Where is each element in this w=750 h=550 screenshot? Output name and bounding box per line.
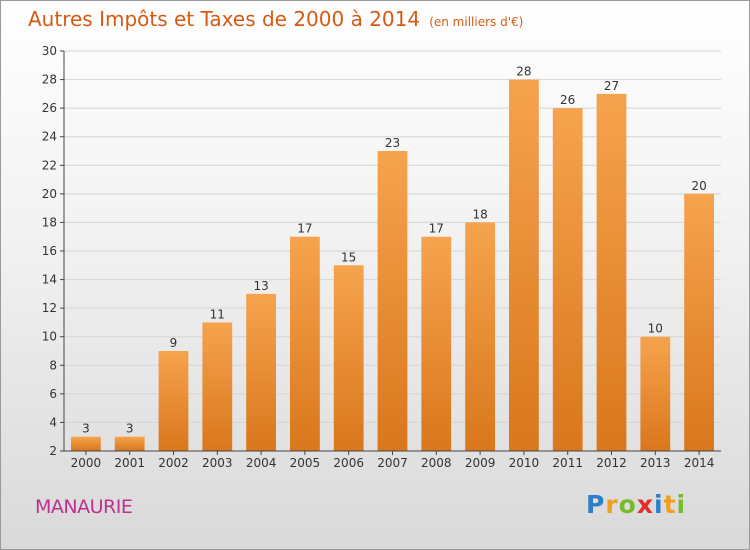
bar bbox=[114, 436, 145, 451]
data-label: 9 bbox=[170, 336, 178, 350]
x-tick-label: 2011 bbox=[552, 456, 583, 470]
bar bbox=[640, 336, 671, 451]
bar bbox=[465, 222, 495, 451]
data-label: 3 bbox=[126, 422, 134, 436]
bar bbox=[202, 322, 233, 451]
y-tick-label: 28 bbox=[42, 73, 57, 87]
x-tick-label: 2010 bbox=[509, 456, 540, 470]
bar bbox=[333, 265, 364, 451]
bar bbox=[552, 108, 583, 452]
data-label: 17 bbox=[429, 222, 444, 236]
y-tick-label: 16 bbox=[42, 244, 57, 258]
y-tick-label: 2 bbox=[49, 444, 57, 458]
logo-letter: P bbox=[586, 490, 606, 519]
logo-letter: x bbox=[636, 490, 654, 519]
logo-letter: i bbox=[676, 490, 687, 519]
y-tick-label: 8 bbox=[49, 358, 57, 372]
x-tick-label: 2007 bbox=[377, 456, 408, 470]
data-label: 13 bbox=[253, 279, 268, 293]
y-tick-label: 30 bbox=[42, 44, 57, 58]
logo-letter: t bbox=[663, 490, 677, 519]
y-tick-label: 22 bbox=[42, 158, 57, 172]
data-labels: 3 3 9 11 13 17 15 23 17 18 28 26 27 10 20 bbox=[82, 65, 707, 436]
bar bbox=[246, 293, 276, 451]
x-tick-label: 2014 bbox=[684, 456, 715, 470]
y-tick-label: 26 bbox=[42, 101, 57, 115]
x-tick-label: 2009 bbox=[465, 456, 496, 470]
chart-title-text: Autres Impôts et Taxes de 2000 à 2014 bbox=[28, 7, 421, 31]
y-tick-label: 4 bbox=[49, 415, 57, 429]
data-label: 18 bbox=[472, 207, 487, 221]
chart-title: Autres Impôts et Taxes de 2000 à 2014 (e… bbox=[28, 7, 523, 31]
bar bbox=[684, 193, 714, 451]
data-label: 20 bbox=[691, 179, 706, 193]
bar bbox=[596, 93, 627, 451]
x-tick-label: 2012 bbox=[596, 456, 627, 470]
y-tick-label: 14 bbox=[42, 273, 57, 287]
bar bbox=[290, 236, 320, 451]
x-tick-label: 2001 bbox=[114, 456, 145, 470]
x-tick-label: 2005 bbox=[290, 456, 321, 470]
data-label: 3 bbox=[82, 422, 90, 436]
commune-name: MANAURIE bbox=[35, 496, 133, 518]
x-tick-label: 2004 bbox=[246, 456, 277, 470]
data-label: 27 bbox=[604, 79, 619, 93]
data-label: 10 bbox=[648, 322, 663, 336]
logo-letter: o bbox=[618, 490, 637, 519]
proxiti-logo: Proxiti bbox=[586, 490, 686, 519]
bar bbox=[509, 79, 539, 452]
x-tick-label: 2003 bbox=[202, 456, 233, 470]
y-tick-label: 12 bbox=[42, 301, 57, 315]
y-tick-label: 20 bbox=[42, 187, 57, 201]
bar bbox=[421, 236, 452, 451]
y-tick-label: 10 bbox=[42, 330, 57, 344]
y-tick-label: 18 bbox=[42, 215, 57, 229]
x-tick-label: 2006 bbox=[333, 456, 364, 470]
data-label: 17 bbox=[297, 222, 312, 236]
data-label: 26 bbox=[560, 93, 575, 107]
x-tick-label: 2000 bbox=[71, 456, 102, 470]
data-label: 11 bbox=[210, 307, 225, 321]
x-tick-label: 2008 bbox=[421, 456, 452, 470]
data-label: 28 bbox=[516, 65, 531, 79]
data-label: 23 bbox=[385, 136, 400, 150]
y-tick-label: 24 bbox=[42, 130, 57, 144]
bar bbox=[377, 151, 408, 451]
bars bbox=[71, 79, 714, 452]
logo-letter: i bbox=[654, 490, 664, 519]
logo-letter: r bbox=[605, 490, 619, 519]
bar bbox=[71, 436, 101, 451]
x-tick-label: 2013 bbox=[640, 456, 671, 470]
y-tick-label: 6 bbox=[49, 387, 57, 401]
chart-unit-note: (en milliers d'€) bbox=[429, 15, 524, 29]
data-label: 15 bbox=[341, 250, 356, 264]
bar bbox=[158, 351, 189, 451]
x-tick-label: 2002 bbox=[158, 456, 189, 470]
